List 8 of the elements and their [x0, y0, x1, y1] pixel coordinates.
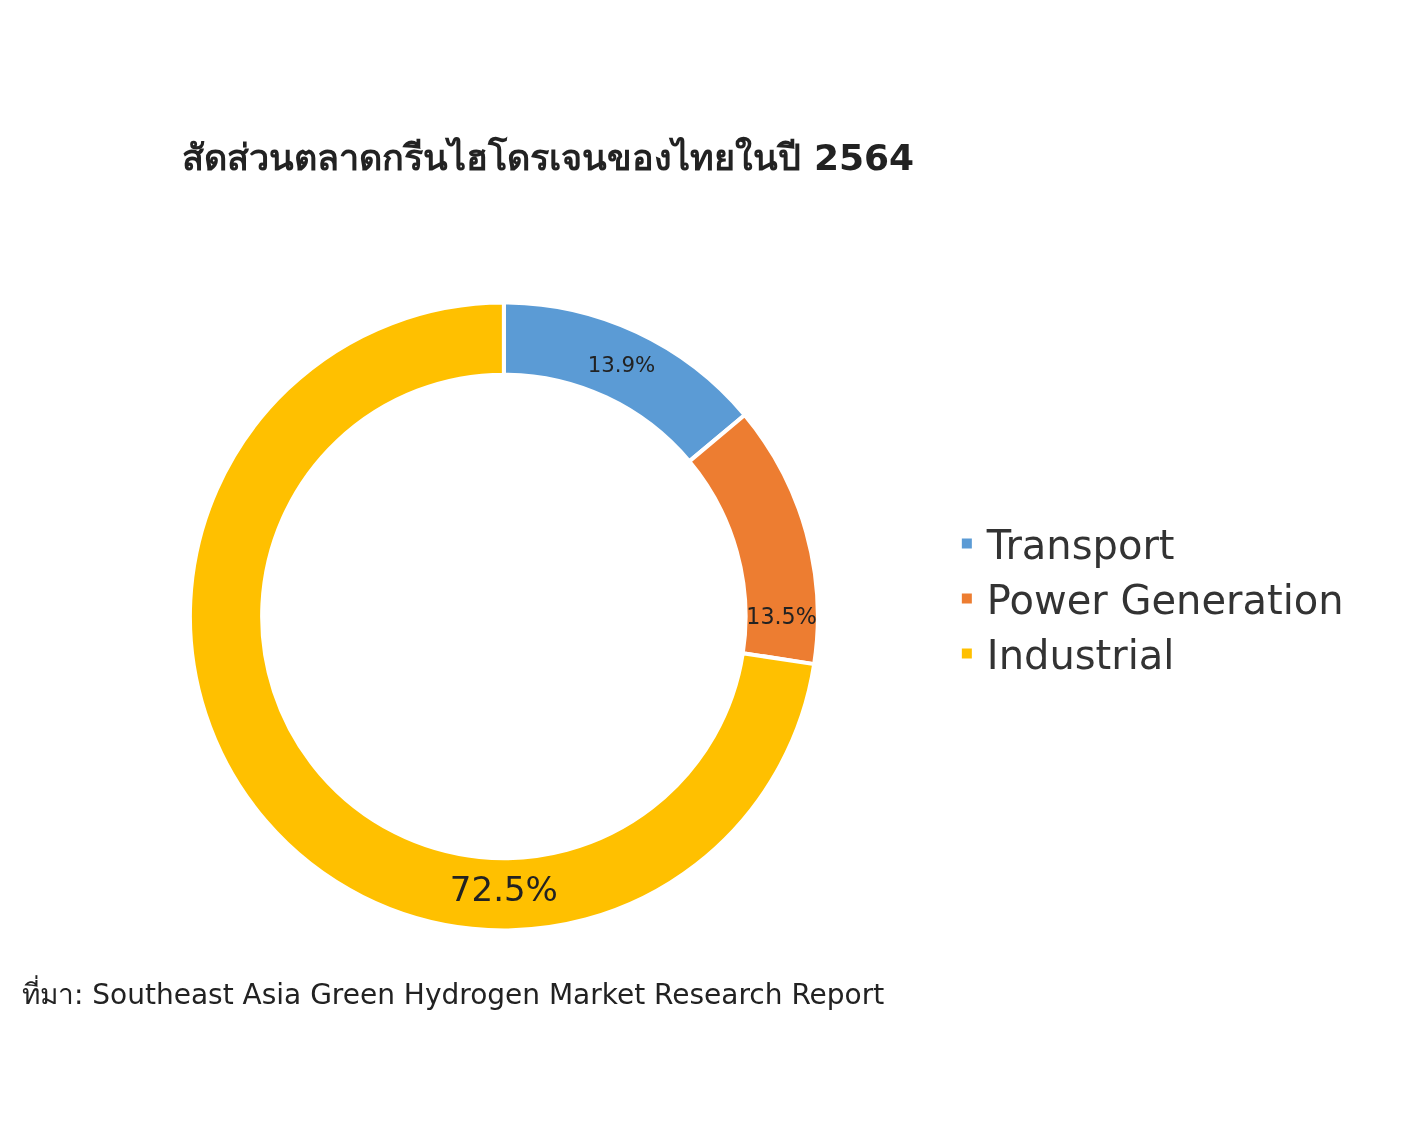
data-label: 13.5% [746, 603, 817, 630]
chart-title: สัดส่วนตลาดกรีนไฮโดรเจนของไทยในปี 2564 [182, 136, 915, 179]
legend-label: Transport [985, 522, 1175, 569]
legend-label: Industrial [986, 632, 1175, 679]
data-label: 72.5% [449, 868, 558, 909]
text: ที่มา: Southeast Asia Green Hydrogen Market Research Report [22, 975, 885, 1011]
legend-label: Power Generation [986, 577, 1344, 624]
data-label: 13.9% [587, 352, 656, 378]
